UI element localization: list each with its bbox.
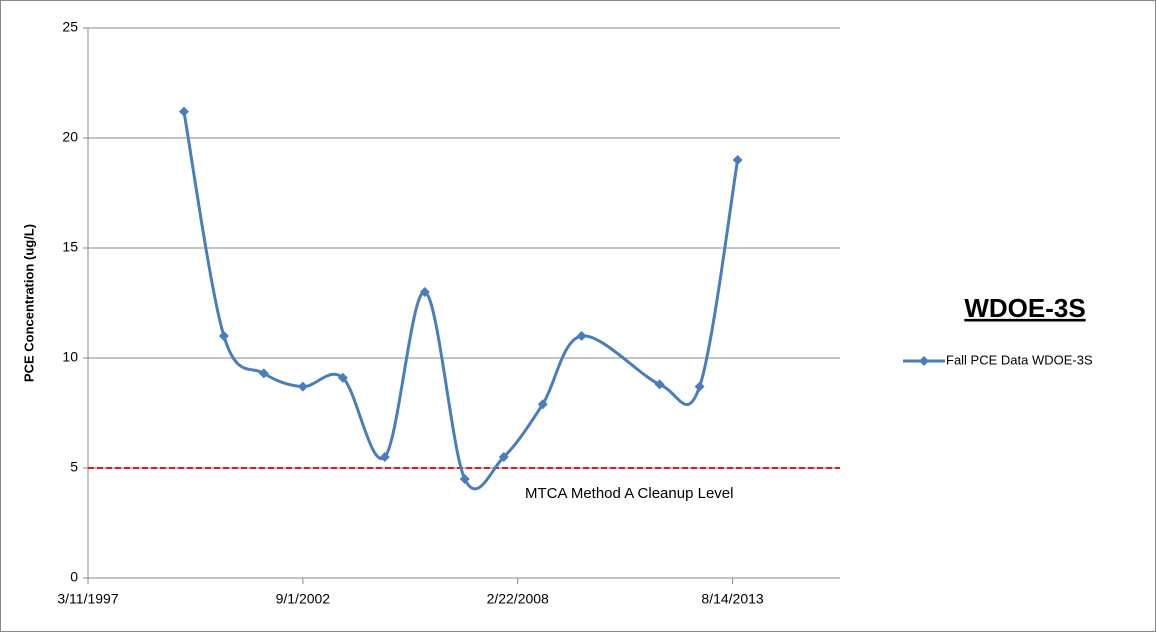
data-point [297,381,308,392]
y-tick-label: 10 [62,349,78,365]
data-point [459,474,470,484]
data-point [732,155,743,165]
data-point [178,106,189,117]
y-tick-label: 0 [70,569,78,585]
data-point [218,331,229,341]
x-tick-label: 9/1/2002 [276,591,331,607]
y-tick-label: 5 [70,459,78,475]
legend-marker [919,356,929,366]
x-tick-label: 8/14/2013 [701,591,763,607]
data-point [654,379,665,390]
y-axis-label: PCE Concentration (ug/L) [21,224,36,382]
data-point [576,331,587,341]
y-tick-label: 20 [62,129,78,145]
data-point [379,452,390,462]
x-tick-label: 3/11/1997 [57,591,118,607]
x-tick-label: 2/22/2008 [487,591,549,607]
y-tick-label: 25 [62,19,78,35]
chart-title: WDOE-3S [964,293,1085,323]
data-point [694,381,705,392]
data-point [498,452,509,462]
legend-label: Fall PCE Data WDOE-3S [946,352,1093,367]
data-point [337,372,348,383]
data-point [419,287,430,297]
y-tick-label: 15 [62,239,78,255]
data-point [258,368,269,379]
data-point [537,399,548,410]
reference-label: MTCA Method A Cleanup Level [525,485,733,502]
